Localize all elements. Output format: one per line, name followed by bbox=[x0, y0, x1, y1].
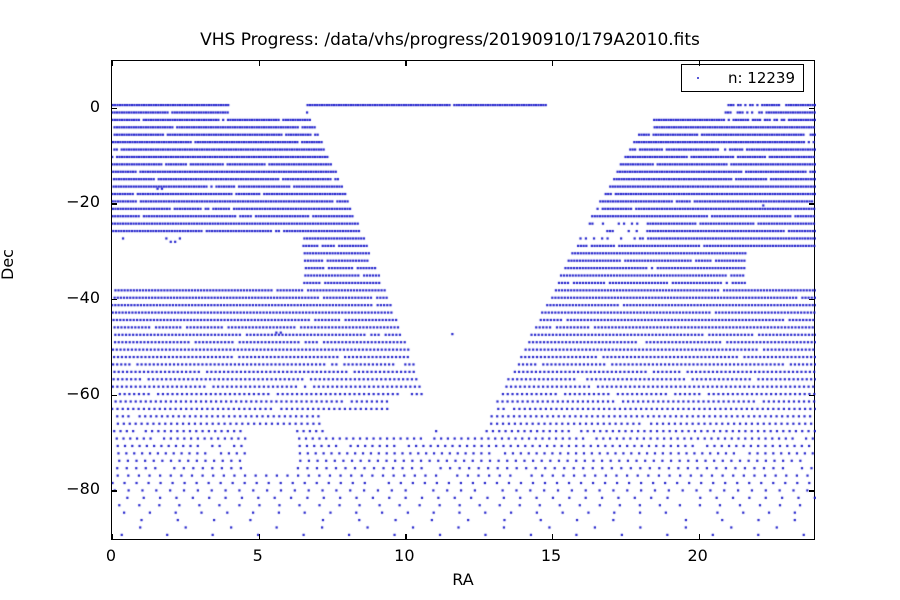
y-tick-right bbox=[809, 394, 815, 397]
y-axis-label: Dec bbox=[0, 249, 17, 280]
scatter-plot-canvas bbox=[112, 61, 816, 541]
x-tick bbox=[112, 534, 114, 540]
dot-marker-icon bbox=[690, 72, 708, 84]
x-tick-top bbox=[405, 60, 407, 66]
y-tick bbox=[111, 490, 117, 492]
x-tick bbox=[698, 534, 701, 540]
page-title: VHS Progress: /data/vhs/progress/2019091… bbox=[200, 30, 700, 50]
x-tick-top bbox=[112, 60, 114, 66]
legend-label: n: 12239 bbox=[727, 69, 795, 87]
x-tick bbox=[552, 534, 554, 540]
x-tick-label: 5 bbox=[252, 546, 263, 565]
x-tick-top bbox=[258, 60, 261, 66]
y-tick bbox=[111, 394, 117, 397]
plot-axes: n: 12239 bbox=[111, 60, 816, 541]
x-tick-top bbox=[698, 60, 701, 66]
y-tick-right bbox=[809, 299, 815, 301]
x-tick-label: 15 bbox=[540, 546, 562, 565]
y-tick bbox=[111, 299, 117, 301]
x-tick-label: 0 bbox=[105, 546, 117, 565]
x-tick bbox=[405, 534, 407, 540]
y-tick bbox=[111, 107, 117, 110]
y-tick-right bbox=[809, 107, 815, 110]
legend-box: n: 12239 bbox=[680, 64, 804, 92]
y-tick bbox=[111, 203, 117, 205]
x-tick-label: 20 bbox=[687, 546, 708, 565]
x-tick-label: 10 bbox=[394, 546, 415, 565]
x-tick-top bbox=[552, 60, 554, 66]
x-axis-label: RA bbox=[452, 570, 474, 589]
y-tick-right bbox=[809, 203, 815, 205]
x-tick bbox=[258, 534, 261, 540]
y-tick-right bbox=[809, 490, 815, 492]
